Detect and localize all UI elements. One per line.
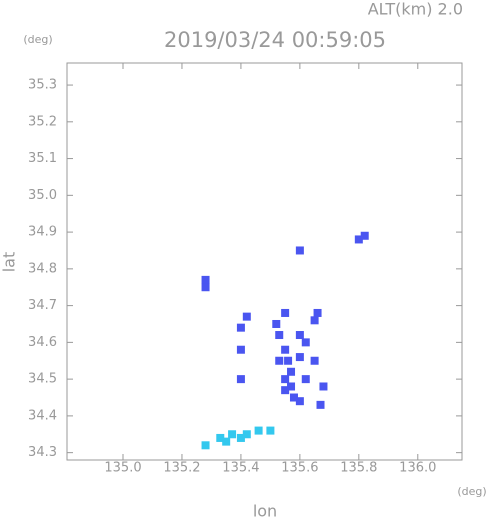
echo-point — [354, 235, 363, 244]
echo-point — [281, 375, 290, 384]
echo-point — [289, 393, 298, 402]
chart-subtitle: ALT(km) 2.0 — [368, 0, 463, 19]
y-unit: (deg) — [23, 33, 52, 46]
x-tick-label: 135.6 — [281, 461, 318, 476]
echo-point — [287, 382, 296, 391]
echo-point — [266, 426, 275, 435]
echo-point — [295, 246, 304, 255]
x-tick-label: 136.0 — [399, 461, 436, 476]
echo-point — [236, 433, 245, 442]
echo-point — [242, 430, 251, 439]
echo-point — [301, 338, 310, 347]
echo-point — [236, 323, 245, 332]
echo-point — [287, 367, 296, 376]
echo-point — [284, 356, 293, 365]
y-tick-label: 34.6 — [28, 335, 57, 350]
x-tick-label: 135.4 — [222, 461, 259, 476]
y-tick-label: 34.8 — [28, 261, 57, 276]
echo-point — [222, 437, 231, 446]
y-tick-label: 35.2 — [28, 114, 57, 129]
echo-point — [254, 426, 263, 435]
y-tick-label: 34.4 — [28, 408, 57, 423]
echo-point — [295, 353, 304, 362]
echo-point — [272, 319, 281, 328]
x-tick-label: 135.8 — [340, 461, 377, 476]
y-axis-label: lat — [0, 252, 19, 273]
echo-point — [275, 331, 284, 340]
echo-point — [281, 308, 290, 317]
echo-point — [310, 356, 319, 365]
echo-point — [236, 345, 245, 354]
echo-point — [319, 382, 328, 391]
x-tick-label: 135.2 — [163, 461, 200, 476]
echo-point — [313, 308, 322, 317]
echo-point — [295, 331, 304, 340]
echo-point — [281, 345, 290, 354]
echo-point — [201, 275, 210, 284]
echo-point — [201, 441, 210, 450]
echo-point — [216, 433, 225, 442]
x-axis-label: lon — [253, 502, 277, 521]
y-tick-label: 34.7 — [28, 298, 57, 313]
echo-point — [295, 397, 304, 406]
echo-point — [310, 316, 319, 325]
echo-point — [228, 430, 237, 439]
chart-title: 2019/03/24 00:59:05 — [164, 28, 386, 52]
echo-point — [236, 375, 245, 384]
echo-point — [275, 356, 284, 365]
y-tick-label: 34.5 — [28, 372, 57, 387]
y-tick-label: 34.9 — [28, 225, 57, 240]
echo-point — [301, 375, 310, 384]
y-tick-label: 35.1 — [28, 151, 57, 166]
echo-point — [360, 231, 369, 240]
y-tick-label: 35.3 — [28, 78, 57, 93]
plot-frame — [66, 62, 463, 461]
x-tick-label: 135.0 — [104, 461, 141, 476]
y-tick-label: 35.0 — [28, 188, 57, 203]
y-tick-label: 34.3 — [28, 445, 57, 460]
x-unit: (deg) — [457, 485, 486, 498]
echo-point — [242, 312, 251, 321]
echo-point — [281, 386, 290, 395]
echo-point — [201, 283, 210, 292]
echo-point — [316, 400, 325, 409]
